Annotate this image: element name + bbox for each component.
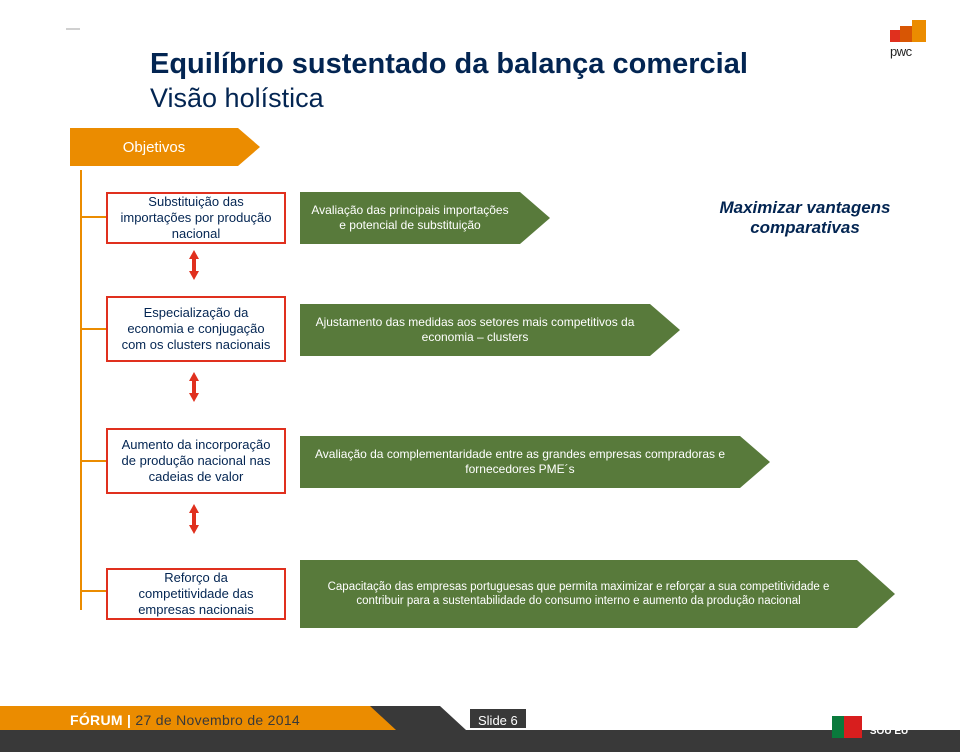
- box-especializacao: Especialização da economia e conjugação …: [106, 296, 286, 362]
- footer: FÓRUM | 27 de Novembro de 2014 Slide 6 P…: [0, 692, 960, 752]
- arrow-text: Capacitação das empresas portuguesas que…: [300, 560, 857, 628]
- portugal-logo-text: PORTUGAL SOU EU: [870, 717, 926, 738]
- pt-line1: PORTUGAL: [870, 716, 926, 727]
- slide-number: Slide 6: [470, 709, 526, 728]
- connector-h4: [80, 590, 106, 592]
- portugal-logo: PORTUGAL SOU EU: [832, 716, 926, 738]
- arrow-text: Ajustamento das medidas aos setores mais…: [300, 304, 650, 356]
- arrow-text: Avaliação das principais importações e p…: [300, 192, 520, 244]
- arrow-ajustamento: Ajustamento das medidas aos setores mais…: [300, 304, 680, 356]
- objectives-tag: Objetivos: [70, 128, 260, 166]
- title-block: Equilíbrio sustentado da balança comerci…: [150, 48, 850, 114]
- footer-forum: FÓRUM |: [70, 712, 135, 728]
- footer-dark-tip: [440, 706, 466, 730]
- footer-dark-bar: [0, 730, 960, 752]
- pt-line2: SOU EU: [870, 726, 908, 737]
- arrow-capacitacao: Capacitação das empresas portuguesas que…: [300, 560, 895, 628]
- pwc-logo-bars: [890, 20, 926, 42]
- arrow-tip-icon: [857, 560, 895, 628]
- arrow-tip-icon: [520, 192, 550, 244]
- connector-h3: [80, 460, 106, 462]
- double-arrow-icon: [186, 372, 202, 402]
- corner-accent: [66, 28, 80, 30]
- arrow-tip-icon: [740, 436, 770, 488]
- title-main: Equilíbrio sustentado da balança comerci…: [150, 48, 850, 81]
- box-competitividade: Reforço da competitividade das empresas …: [106, 568, 286, 620]
- box-maximize: Maximizar vantagens comparativas: [710, 198, 900, 239]
- objectives-arrow-tip: [238, 128, 260, 166]
- arrow-avaliacao-importacoes: Avaliação das principais importações e p…: [300, 192, 550, 244]
- footer-orange-tip: [370, 706, 396, 730]
- connector-h2: [80, 328, 106, 330]
- footer-date: 27 de Novembro de 2014: [135, 712, 300, 728]
- box-incorporacao: Aumento da incorporação de produção naci…: [106, 428, 286, 494]
- portugal-flag-icon: [832, 716, 862, 738]
- maximize-line2: comparativas: [750, 218, 860, 237]
- double-arrow-icon: [186, 250, 202, 280]
- arrow-tip-icon: [650, 304, 680, 356]
- title-sub: Visão holística: [150, 83, 850, 114]
- double-arrow-icon: [186, 504, 202, 534]
- pwc-logo: pwc: [890, 20, 926, 59]
- connector-vertical: [80, 170, 82, 610]
- maximize-line1: Maximizar vantagens: [719, 198, 890, 217]
- arrow-complementaridade: Avaliação da complementaridade entre as …: [300, 436, 770, 488]
- pwc-logo-text: pwc: [890, 44, 926, 59]
- objectives-label: Objetivos: [70, 128, 238, 166]
- connector-h1: [80, 216, 106, 218]
- arrow-text: Avaliação da complementaridade entre as …: [300, 436, 740, 488]
- footer-text: FÓRUM | 27 de Novembro de 2014: [70, 712, 300, 728]
- box-substituicao: Substituição das importações por produçã…: [106, 192, 286, 244]
